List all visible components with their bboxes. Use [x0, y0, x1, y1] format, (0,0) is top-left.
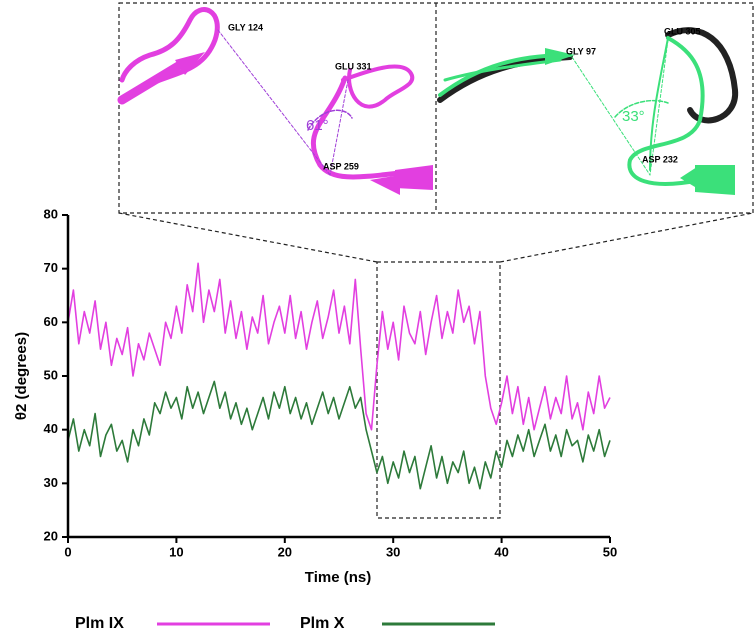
- y-tick-label: 20: [44, 528, 58, 543]
- y-tick-label: 40: [44, 421, 58, 436]
- x-tick-label: 50: [603, 544, 617, 559]
- x-tick-label: 0: [64, 544, 71, 559]
- annotation: ASP 259: [323, 161, 359, 171]
- annotation: GLY 97: [566, 46, 596, 56]
- annotation: 33°: [622, 108, 645, 125]
- zoom-highlight: [118, 212, 754, 519]
- structure-right: [437, 27, 739, 195]
- y-tick-label: 70: [44, 260, 58, 275]
- data-line: [67, 380, 611, 490]
- y-tick-label: 50: [44, 367, 58, 382]
- y-tick-label: 60: [44, 314, 58, 329]
- annotation: GLY 124: [228, 22, 263, 32]
- annotation: ASP 232: [642, 154, 678, 164]
- inset-panels: [117, 2, 754, 214]
- zoom-box: [376, 261, 501, 519]
- x-tick-label: 10: [169, 544, 183, 559]
- legend-label: Plm X: [300, 615, 345, 632]
- annotation: GLU 331: [335, 61, 372, 71]
- y-axis-label: θ2 (degrees): [13, 332, 30, 420]
- annotation: 61°: [306, 117, 329, 134]
- y-tick-label: 30: [44, 475, 58, 490]
- annotation: GLU 305: [664, 26, 701, 36]
- y-tick-label: 80: [44, 206, 58, 221]
- x-tick-label: 40: [494, 544, 508, 559]
- x-tick-label: 20: [278, 544, 292, 559]
- x-axis-label: Time (ns): [305, 569, 371, 586]
- zoom-connector: [118, 212, 378, 263]
- x-tick-label: 30: [386, 544, 400, 559]
- data-line: [67, 262, 611, 431]
- structure-left: [117, 7, 433, 195]
- zoom-connector: [499, 212, 754, 263]
- legend-label: Plm IX: [75, 615, 124, 632]
